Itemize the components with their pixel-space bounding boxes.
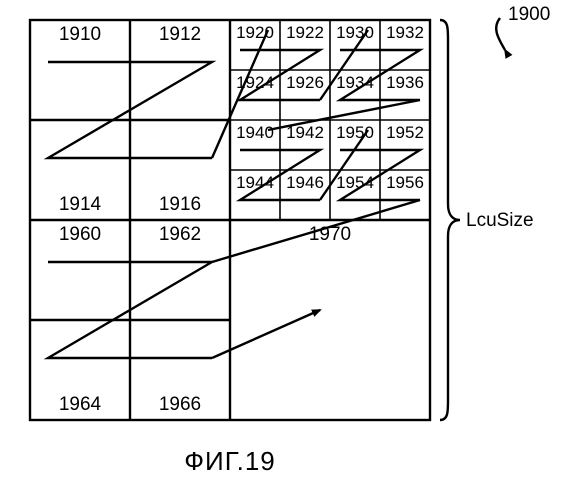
label-1954: 1954 [336, 173, 374, 192]
label-1966: 1966 [159, 394, 201, 415]
label-1936: 1936 [386, 73, 424, 92]
label-1916: 1916 [159, 194, 201, 215]
label-1950: 1950 [336, 123, 374, 142]
label-1934: 1934 [336, 73, 374, 92]
label-1944: 1944 [236, 173, 274, 192]
label-1970: 1970 [309, 224, 351, 245]
ref-number: 1900 [508, 4, 550, 25]
label-1952: 1952 [386, 123, 424, 142]
lcu-size-brace: LcuSize [440, 20, 534, 420]
figure-caption: ФИГ.19 [184, 446, 276, 476]
ref-1900: 1900 [496, 4, 550, 50]
label-1940: 1940 [236, 123, 274, 142]
label-1956: 1956 [386, 173, 424, 192]
label-1962: 1962 [159, 224, 201, 245]
label-1960: 1960 [59, 224, 101, 245]
label-1912: 1912 [159, 24, 201, 45]
label-1914: 1914 [59, 194, 102, 215]
ref-squiggle-icon [496, 18, 505, 50]
label-1910: 1910 [59, 24, 101, 45]
label-1942: 1942 [286, 123, 324, 142]
label-1924: 1924 [236, 73, 274, 92]
label-1922: 1922 [286, 23, 324, 42]
label-1926: 1926 [286, 73, 324, 92]
label-1932: 1932 [386, 23, 424, 42]
label-1964: 1964 [59, 394, 102, 415]
lcu-size-label: LcuSize [466, 210, 534, 231]
label-1920: 1920 [236, 23, 274, 42]
label-1946: 1946 [286, 173, 324, 192]
label-1930: 1930 [336, 23, 374, 42]
final-arrow [212, 310, 320, 358]
